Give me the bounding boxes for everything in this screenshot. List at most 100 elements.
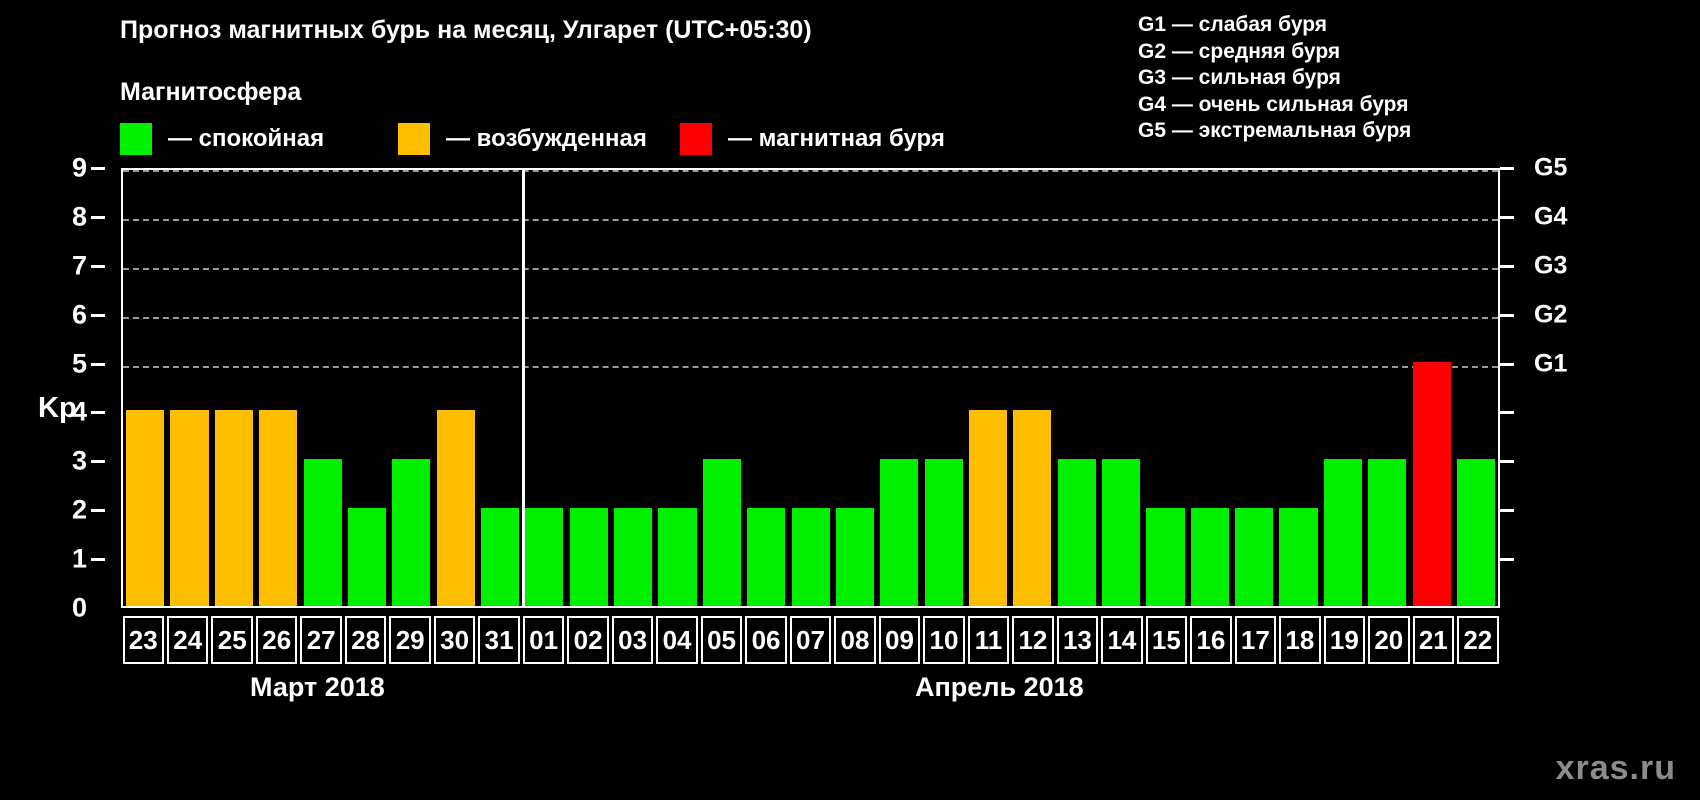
bar-slot: [921, 170, 965, 606]
bar-slot: [966, 170, 1010, 606]
g-axis-minor-tick-2: [1500, 509, 1514, 513]
g-legend-line-2: G2 — средняя буря: [1138, 39, 1341, 63]
chart-plot-area: [121, 168, 1500, 608]
g-tick-label-G3: G3: [1534, 251, 1568, 280]
magnetosphere-heading: Магнитосфера: [120, 78, 302, 106]
bar-09: [880, 459, 919, 606]
y-tick-mark-1: [91, 558, 105, 562]
date-cell-06: 06: [745, 616, 787, 664]
g-tick-label-G2: G2: [1534, 300, 1568, 329]
bar-slot: [212, 170, 256, 606]
date-cell-27: 27: [300, 616, 342, 664]
date-cell-16: 16: [1190, 616, 1232, 664]
g-legend-line-3: G3 — сильная буря: [1138, 66, 1341, 89]
date-cell-28: 28: [344, 616, 387, 664]
y-tick-label-6: 6: [71, 299, 87, 330]
date-cell-10: 10: [923, 616, 965, 664]
month-label-1: Март 2018: [250, 672, 385, 702]
g-tick-mark-G5: [1500, 167, 1514, 170]
gridline-kp-8: [123, 218, 1498, 221]
bar-07: [791, 508, 830, 606]
bar-slot: [1099, 170, 1143, 606]
y-tick-mark-5: [91, 362, 105, 366]
bar-20: [1368, 459, 1407, 606]
bar-slot: [744, 170, 788, 606]
gridline-kp-5: [123, 365, 1498, 368]
bar-15: [1146, 508, 1185, 606]
legend-swatch-storm: [680, 123, 712, 155]
g-scale-legend: G1 — слабая буря G2 — средняя буря G3 — си…: [1138, 12, 1411, 145]
date-cell-11: 11: [967, 616, 1010, 664]
legend-swatch-unsettled: [398, 123, 430, 155]
y-tick-label-8: 8: [71, 201, 87, 232]
g-tick-mark-G1: [1500, 362, 1514, 366]
bar-03: [614, 508, 653, 606]
date-cell-25: 25: [211, 616, 253, 664]
y-tick-label-1: 1: [71, 543, 87, 574]
date-cell-20: 20: [1368, 616, 1410, 664]
bar-slot: [522, 170, 566, 606]
bar-28: [347, 508, 387, 606]
y-tick-label-5: 5: [71, 348, 87, 379]
date-cell-18: 18: [1279, 616, 1321, 664]
y-tick-mark-7: [91, 264, 105, 268]
bar-slot: [567, 170, 611, 606]
bar-slot: [1276, 170, 1320, 606]
g-tick-mark-G3: [1500, 264, 1514, 268]
y-tick-label-4: 4: [71, 396, 87, 427]
bar-13: [1057, 459, 1096, 606]
bar-02: [569, 508, 608, 606]
bar-17: [1235, 508, 1274, 606]
bar-23: [126, 410, 165, 606]
y-tick-label-3: 3: [71, 445, 87, 476]
bar-slot: [123, 170, 167, 606]
month-divider-line: [522, 170, 526, 606]
g-axis-minor-tick-4: [1500, 411, 1514, 415]
bar-27: [303, 459, 342, 606]
date-cell-30: 30: [433, 616, 476, 664]
date-cell-23: 23: [122, 616, 164, 664]
date-cell-31: 31: [478, 616, 520, 664]
g-tick-mark-G4: [1500, 215, 1514, 219]
y-tick-label-2: 2: [71, 494, 87, 525]
g-legend-line-5: G5 — экстремальная буря: [1138, 119, 1412, 142]
legend-label-calm: — спокойная: [168, 125, 325, 152]
bar-slot: [1010, 170, 1054, 606]
bar-24: [170, 410, 209, 606]
month-axis: Март 2018 Апрель 2018: [0, 672, 1700, 718]
date-cell-19: 19: [1323, 616, 1366, 664]
y-axis: 0 1 2 3 4 5 6 7 8 9: [0, 153, 121, 623]
y-tick-label-7: 7: [71, 250, 87, 281]
date-cell-29: 29: [389, 616, 431, 664]
y-tick-mark-3: [91, 460, 105, 464]
bar-slot: [256, 170, 300, 606]
bar-slot: [389, 170, 433, 606]
gridline-kp-6: [123, 316, 1498, 319]
date-cell-13: 13: [1056, 616, 1099, 664]
bar-slot: [1409, 170, 1453, 606]
g-tick-label-G4: G4: [1534, 202, 1568, 231]
bar-slot: [700, 170, 744, 606]
bar-slot: [877, 170, 921, 606]
bar-slot: [788, 170, 832, 606]
date-cell-02: 02: [567, 616, 609, 664]
bar-05: [702, 459, 741, 606]
date-cell-24: 24: [166, 616, 209, 664]
y-tick-mark-8: [91, 215, 105, 219]
bar-slot: [611, 170, 655, 606]
g-axis-minor-tick-3: [1500, 460, 1514, 464]
date-cell-04: 04: [656, 616, 698, 664]
date-cell-07: 07: [789, 616, 832, 664]
bar-slot: [1188, 170, 1232, 606]
y-tick-mark-6: [91, 313, 105, 317]
y-tick-label-9: 9: [71, 152, 87, 183]
bar-slot: [1143, 170, 1187, 606]
date-cell-22: 22: [1457, 616, 1499, 664]
legend-swatch-calm: [120, 123, 152, 155]
month-label-2: Апрель 2018: [915, 672, 1084, 702]
bar-06: [747, 508, 786, 606]
g-legend-line-1: G1 — слабая буря: [1138, 13, 1328, 36]
bar-slot: [167, 170, 211, 606]
y-tick-mark-4: [91, 411, 105, 415]
g-tick-mark-G2: [1500, 313, 1514, 317]
